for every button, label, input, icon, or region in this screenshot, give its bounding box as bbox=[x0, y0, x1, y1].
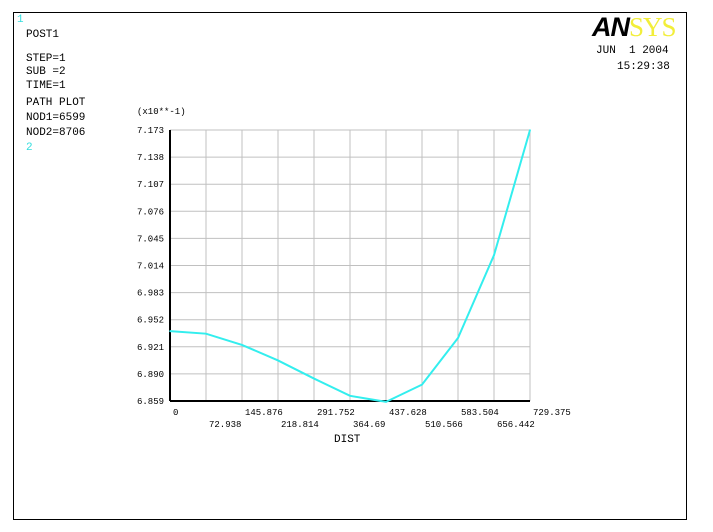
data-point bbox=[277, 359, 279, 362]
x-tick-label: 72.938 bbox=[209, 420, 241, 430]
info-line-nod1: NOD1=6599 bbox=[26, 112, 86, 124]
x-tick-label: 437.628 bbox=[389, 408, 427, 418]
window-number: 1 bbox=[17, 14, 24, 26]
ansys-logo: ANSYS bbox=[592, 12, 677, 42]
info-line-path: PATH PLOT bbox=[26, 97, 86, 109]
x-tick-label: 0 bbox=[173, 408, 178, 418]
y-tick-label: 6.859 bbox=[137, 397, 164, 407]
x-tick-label: 510.566 bbox=[425, 420, 463, 430]
y-tick-label: 6.952 bbox=[137, 316, 164, 326]
data-point bbox=[169, 330, 171, 332]
y-tick-label: 7.076 bbox=[137, 207, 164, 217]
data-point bbox=[421, 383, 423, 386]
data-point bbox=[313, 377, 315, 380]
date: JUN 1 2004 bbox=[596, 45, 669, 57]
x-tick-label: 145.876 bbox=[245, 408, 283, 418]
curve-number: 2 bbox=[26, 142, 33, 154]
info-line-time: TIME=1 bbox=[26, 80, 66, 92]
plot-window-frame bbox=[13, 12, 687, 520]
data-point bbox=[529, 129, 531, 131]
y-tick-label: 7.045 bbox=[137, 234, 164, 244]
info-title: POST1 bbox=[26, 29, 60, 41]
time: 15:29:38 bbox=[617, 61, 670, 73]
x-tick-label: 729.375 bbox=[533, 408, 571, 418]
y-multiplier: (x10**-1) bbox=[137, 107, 186, 117]
x-tick-label: 218.814 bbox=[281, 420, 319, 430]
y-tick-label: 7.138 bbox=[137, 153, 164, 163]
y-tick-label: 7.173 bbox=[137, 126, 164, 136]
x-tick-label: 291.752 bbox=[317, 408, 355, 418]
x-tick-label: 583.504 bbox=[461, 408, 499, 418]
data-point bbox=[457, 337, 459, 339]
y-tick-label: 6.983 bbox=[137, 289, 164, 299]
data-point bbox=[349, 395, 351, 397]
y-tick-label: 7.014 bbox=[137, 262, 164, 272]
info-line-nod2: NOD2=8706 bbox=[26, 127, 86, 139]
info-line-step: STEP=1 bbox=[26, 53, 66, 65]
data-point bbox=[385, 401, 387, 403]
y-tick-label: 6.921 bbox=[137, 343, 164, 353]
y-tick-label: 7.107 bbox=[137, 180, 164, 190]
data-point bbox=[493, 254, 495, 256]
info-line-sub: SUB =2 bbox=[26, 66, 66, 78]
x-tick-label: 364.69 bbox=[353, 420, 385, 430]
x-tick-label: 656.442 bbox=[497, 420, 535, 430]
data-point bbox=[205, 332, 207, 335]
x-axis-label: DIST bbox=[334, 434, 361, 446]
data-point bbox=[241, 344, 243, 346]
y-tick-label: 6.890 bbox=[137, 370, 164, 380]
